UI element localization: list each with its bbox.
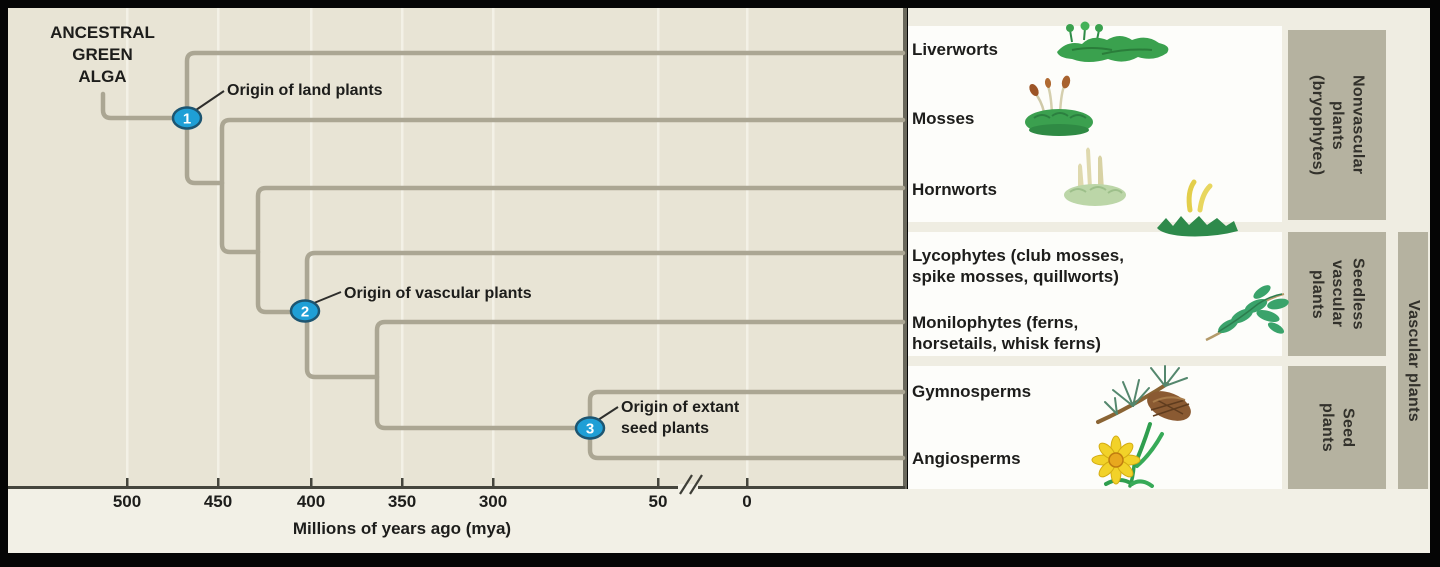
panel-divider (903, 8, 907, 489)
vascular-plants-bar-label: Vascular plants (1405, 299, 1423, 422)
tick-350: 350 (387, 492, 417, 511)
seed-row-block (908, 366, 1282, 489)
seed-plants-bar-label: Seed plants (1319, 403, 1357, 452)
seed-plants-bar: Seed plants (1288, 366, 1386, 489)
tick-50: 50 (648, 492, 668, 511)
taxon-liverworts: Liverworts (912, 40, 998, 59)
taxon-hornworts: Hornworts (912, 180, 997, 199)
tick-300: 300 (478, 492, 508, 511)
seedless-vascular-plants-bar: Seedless vascular plants (1288, 232, 1386, 356)
taxon-mosses: Mosses (912, 109, 975, 128)
ancestor-label: ANCESTRAL GREEN ALGA (50, 23, 155, 86)
taxon-lycophytes: Lycophytes (club mosses, spike mosses, q… (912, 246, 1124, 286)
seedless-vascular-plants-bar-label: Seedless vascular plants (1308, 258, 1367, 330)
axis-title: Millions of years ago (mya) (292, 519, 512, 538)
origin-vascular-plants-label: Origin of vascular plants (344, 285, 532, 302)
taxon-monilophytes: Monilophytes (ferns, horsetails, whisk f… (912, 313, 1101, 353)
origin-seed-plants-label: Origin of extant seed plants (621, 399, 740, 437)
nonvascular-plants-bar: Nonvascular plants (bryophytes) (1288, 30, 1386, 220)
taxon-gymnosperms: Gymnosperms (912, 382, 1032, 401)
nonvascular-plants-bar-label: Nonvascular plants (bryophytes) (1308, 74, 1367, 176)
taxon-angiosperms: Angiosperms (912, 449, 1021, 468)
vascular-plants-bar: Vascular plants (1398, 232, 1428, 489)
tick-500: 500 (112, 492, 142, 511)
tick-400: 400 (296, 492, 326, 511)
tick-0: 0 (742, 492, 752, 511)
tick-450: 450 (203, 492, 233, 511)
axis-strip (8, 489, 1430, 553)
origin-land-plants-label: Origin of land plants (227, 82, 383, 99)
